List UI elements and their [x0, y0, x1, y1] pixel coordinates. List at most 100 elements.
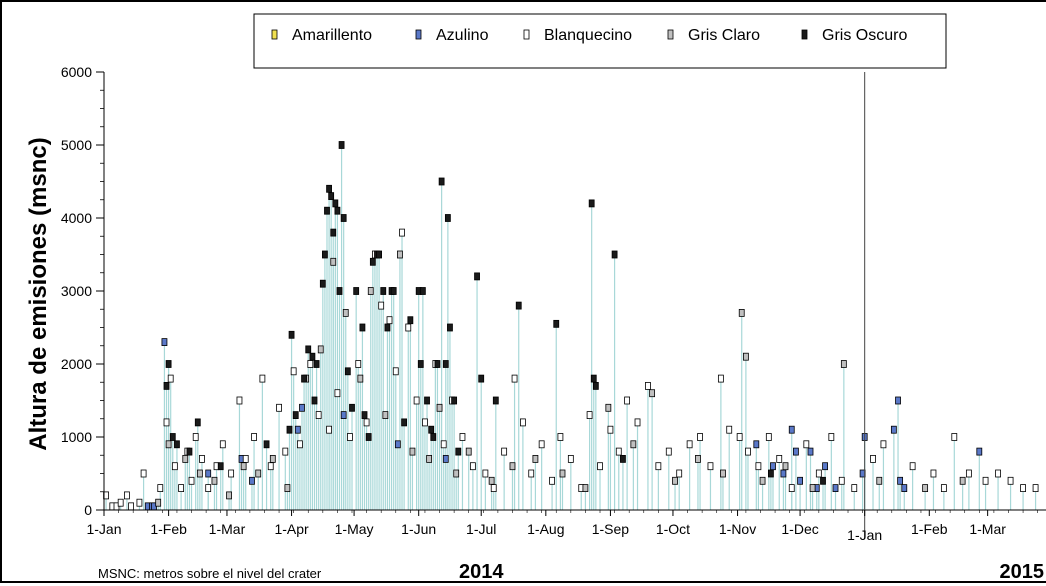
legend-swatch-blanquecino: [523, 29, 530, 40]
marker-gris-oscuro: [361, 411, 368, 420]
marker-gris-claro: [759, 476, 766, 485]
marker-gris-claro: [695, 454, 701, 463]
marker-blanquecino: [501, 447, 508, 456]
year-label: 2015: [1000, 561, 1045, 581]
marker-azulino: [294, 425, 301, 434]
x-tick-label: 1-Aug: [527, 521, 564, 537]
marker-blanquecino: [707, 462, 714, 471]
marker-gris-claro: [330, 257, 337, 266]
marker-blanquecino: [251, 433, 257, 441]
marker-gris-oscuro: [430, 433, 437, 441]
marker-gris-oscuro: [336, 287, 343, 295]
marker-gris-oscuro: [174, 440, 180, 449]
marker-blanquecino: [440, 440, 447, 449]
marker-gris-claro: [453, 469, 460, 478]
legend-swatch-gris-oscuro: [801, 29, 808, 40]
marker-blanquecino: [326, 425, 332, 434]
data-markers: [103, 141, 1039, 511]
marker-blanquecino: [567, 454, 574, 463]
marker-gris-oscuro: [301, 374, 307, 383]
x-tick-label: 1-Oct: [656, 521, 690, 537]
marker-gris-claro: [720, 469, 726, 478]
marker-blanquecino: [117, 498, 124, 507]
marker-gris-oscuro: [344, 367, 351, 376]
marker-gris-claro: [922, 484, 929, 493]
marker-gris-claro: [226, 491, 232, 500]
marker-gris-oscuro: [515, 301, 522, 310]
marker-blanquecino: [597, 462, 603, 471]
marker-gris-oscuro: [326, 184, 332, 193]
marker-gris-oscuro: [194, 418, 201, 427]
marker-blanquecino: [199, 454, 205, 463]
marker-blanquecino: [482, 469, 489, 478]
marker-gris-oscuro: [428, 425, 435, 434]
marker-blanquecino: [511, 374, 518, 383]
marker-gris-claro: [559, 469, 566, 478]
marker-blanquecino: [880, 440, 887, 449]
marker-azulino: [205, 469, 212, 478]
marker-gris-claro: [165, 440, 172, 449]
x-tick-label: 1-Feb: [911, 521, 948, 537]
marker-azulino: [770, 462, 776, 471]
marker-blanquecino: [549, 476, 555, 485]
marker-blanquecino: [399, 228, 405, 237]
marker-blanquecino: [459, 433, 466, 441]
marker-blanquecino: [634, 418, 641, 427]
marker-gris-claro: [605, 403, 612, 412]
marker-blanquecino: [128, 502, 134, 511]
marker-gris-oscuro: [217, 462, 224, 471]
legend-label: Azulino: [436, 27, 489, 44]
marker-gris-oscuro: [588, 199, 595, 208]
marker-gris-claro: [742, 352, 749, 361]
marker-gris-claro: [211, 476, 218, 485]
x-tick-label: 1-Jan: [847, 527, 882, 543]
marker-blanquecino: [236, 396, 243, 405]
marker-blanquecino: [363, 418, 370, 427]
marker-gris-oscuro: [376, 250, 382, 259]
marker-blanquecino: [469, 462, 476, 471]
marker-blanquecino: [228, 469, 235, 478]
marker-blanquecino: [828, 433, 835, 441]
legend-label: Blanquecino: [544, 27, 632, 44]
marker-blanquecino: [803, 440, 810, 449]
marker-gris-claro: [532, 454, 539, 463]
marker-blanquecino: [982, 476, 989, 485]
marker-blanquecino: [815, 469, 822, 478]
marker-gris-oscuro: [419, 287, 426, 295]
marker-blanquecino: [624, 396, 631, 405]
marker-blanquecino: [347, 433, 353, 441]
marker-gris-oscuro: [359, 323, 366, 332]
marker-blanquecino: [951, 433, 958, 441]
marker-blanquecino: [157, 484, 164, 493]
marker-blanquecino: [307, 360, 314, 368]
marker-gris-oscuro: [455, 447, 462, 456]
axes: 0 1000 2000 3000 4000 5000 6000 1-Jan 1-Feb 1-Mar…: [61, 64, 1046, 583]
x-tick-label: 1-Sep: [592, 521, 630, 537]
marker-blanquecino: [586, 411, 593, 420]
marker-gris-oscuro: [309, 352, 316, 361]
marker-gris-oscuro: [311, 396, 318, 405]
marker-gris-oscuro: [163, 381, 170, 390]
marker-blanquecino: [676, 469, 683, 478]
marker-gris-oscuro: [313, 360, 320, 368]
marker-blanquecino: [615, 447, 622, 456]
y-tick-label: 4000: [61, 210, 92, 226]
marker-gris-claro: [196, 469, 203, 478]
marker-blanquecino: [167, 374, 174, 383]
marker-gris-claro: [397, 250, 403, 259]
marker-azulino: [788, 425, 795, 434]
marker-blanquecino: [297, 440, 303, 449]
marker-blanquecino: [686, 440, 693, 449]
marker-gris-oscuro: [768, 469, 774, 478]
marker-gris-oscuro: [434, 360, 441, 368]
marker-blanquecino: [665, 447, 672, 456]
x-tick-label: 1-Mar: [209, 521, 246, 537]
marker-blanquecino: [838, 476, 845, 485]
y-tick-label: 0: [84, 502, 92, 518]
y-axis-label: Altura de emisiones (msnc): [25, 137, 52, 450]
marker-blanquecino: [378, 301, 385, 310]
y-tick-label: 2000: [61, 356, 92, 372]
marker-gris-claro: [182, 454, 189, 463]
marker-blanquecino: [776, 454, 783, 463]
marker-blanquecino: [422, 418, 428, 427]
